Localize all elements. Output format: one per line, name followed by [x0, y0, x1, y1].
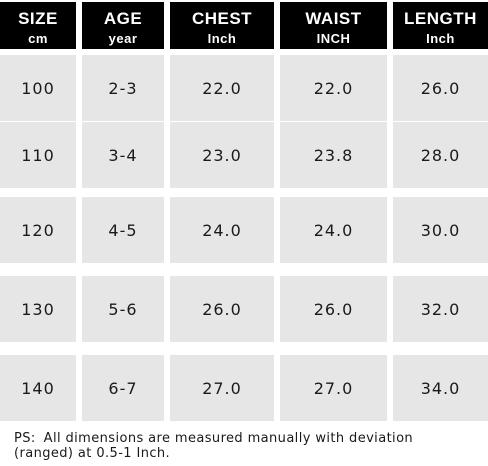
footnote-prefix: PS: — [14, 431, 36, 446]
table-cell-size: 100 — [0, 55, 76, 121]
table-cell-size: 120 — [0, 197, 76, 263]
table-cell-length: 30.0 — [393, 197, 488, 263]
table-cell-length: 32.0 — [393, 276, 488, 342]
header-age: AGE year — [82, 2, 164, 49]
header-size-unit: cm — [28, 31, 48, 46]
header-size: SIZE cm — [0, 2, 76, 49]
table-cell-length: 28.0 — [393, 122, 488, 188]
table-cell-waist: 27.0 — [280, 355, 387, 421]
table-cell-length: 26.0 — [393, 55, 488, 121]
table-cell-age: 2-3 — [82, 55, 164, 121]
header-length-title: LENGTH — [404, 9, 477, 28]
table-cell-chest: 22.0 — [170, 55, 274, 121]
header-age-unit: year — [108, 31, 138, 46]
header-length-unit: Inch — [426, 31, 455, 46]
table-cell-size: 110 — [0, 122, 76, 188]
table-cell-age: 6-7 — [82, 355, 164, 421]
table-cell-chest: 24.0 — [170, 197, 274, 263]
header-chest-title: CHEST — [191, 9, 253, 28]
header-chest: CHEST Inch — [170, 2, 274, 49]
footnote-line-1: All dimensions are measured manually wit… — [43, 431, 414, 446]
table-cell-chest: 23.0 — [170, 122, 274, 188]
table-cell-age: 3-4 — [82, 122, 164, 188]
header-chest-unit: Inch — [207, 31, 237, 46]
table-cell-waist: 23.8 — [280, 122, 387, 188]
table-cell-waist: 22.0 — [280, 55, 387, 121]
table-cell-waist: 24.0 — [280, 197, 387, 263]
table-cell-chest: 26.0 — [170, 276, 274, 342]
footnote: PS: All dimensions are measured manually … — [14, 431, 484, 461]
table-cell-chest: 27.0 — [170, 355, 274, 421]
header-length: LENGTH Inch — [393, 2, 488, 49]
footnote-line-2: (ranged) at 0.5-1 Inch. — [14, 446, 171, 461]
header-waist-title: WAIST — [305, 9, 362, 28]
table-cell-waist: 26.0 — [280, 276, 387, 342]
table-cell-size: 140 — [0, 355, 76, 421]
table-cell-age: 4-5 — [82, 197, 164, 263]
header-waist-unit: INCH — [316, 31, 351, 46]
header-age-title: AGE — [103, 9, 143, 28]
header-waist: WAIST INCH — [280, 2, 387, 49]
header-size-title: SIZE — [18, 9, 58, 28]
table-cell-length: 34.0 — [393, 355, 488, 421]
table-cell-size: 130 — [0, 276, 76, 342]
table-cell-age: 5-6 — [82, 276, 164, 342]
